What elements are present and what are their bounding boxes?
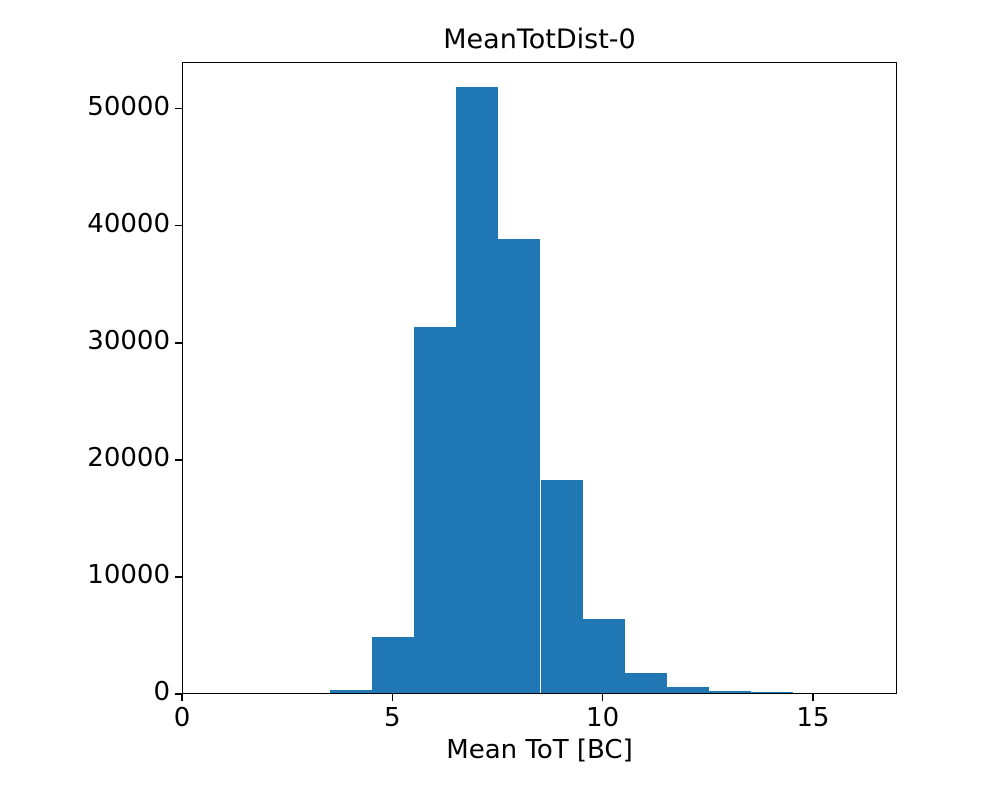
histogram-bar bbox=[666, 687, 709, 693]
y-tick-mark bbox=[175, 576, 182, 578]
y-tick-label: 30000 bbox=[87, 325, 170, 356]
histogram-bar bbox=[582, 619, 625, 693]
x-axis-label: Mean ToT [BC] bbox=[446, 735, 633, 765]
y-tick-label: 50000 bbox=[87, 91, 170, 122]
x-tick-mark bbox=[391, 694, 393, 701]
y-tick-mark bbox=[175, 342, 182, 344]
y-tick-mark bbox=[175, 459, 182, 461]
plot-area bbox=[182, 62, 897, 694]
histogram-bar bbox=[498, 238, 541, 693]
y-tick-mark bbox=[175, 693, 182, 695]
histogram-bar bbox=[624, 672, 667, 693]
histogram-bar bbox=[414, 326, 457, 693]
y-tick-mark bbox=[175, 225, 182, 227]
x-tick-label: 15 bbox=[796, 703, 830, 733]
y-axis-label: Number of Pixels bbox=[0, 158, 6, 378]
y-tick-mark bbox=[175, 108, 182, 110]
y-tick-label: 40000 bbox=[87, 208, 170, 239]
x-tick-label: 10 bbox=[586, 703, 620, 733]
histogram-bars bbox=[183, 63, 896, 693]
x-tick-mark bbox=[181, 694, 183, 701]
histogram-bar bbox=[372, 636, 415, 693]
histogram-bar bbox=[456, 86, 499, 693]
x-tick-label: 0 bbox=[173, 703, 191, 733]
y-tick-label: 10000 bbox=[87, 559, 170, 590]
page-title: MeanTotDist-0 bbox=[443, 24, 636, 55]
histogram-bar bbox=[540, 480, 583, 693]
histogram-bar bbox=[750, 691, 793, 693]
y-tick-label: 0 bbox=[153, 677, 170, 707]
histogram-bar bbox=[708, 691, 751, 693]
histogram-bar bbox=[330, 690, 373, 693]
y-tick-label: 20000 bbox=[87, 442, 170, 473]
x-tick-mark bbox=[601, 694, 604, 701]
x-tick-mark bbox=[812, 694, 814, 701]
x-tick-label: 5 bbox=[384, 703, 401, 733]
